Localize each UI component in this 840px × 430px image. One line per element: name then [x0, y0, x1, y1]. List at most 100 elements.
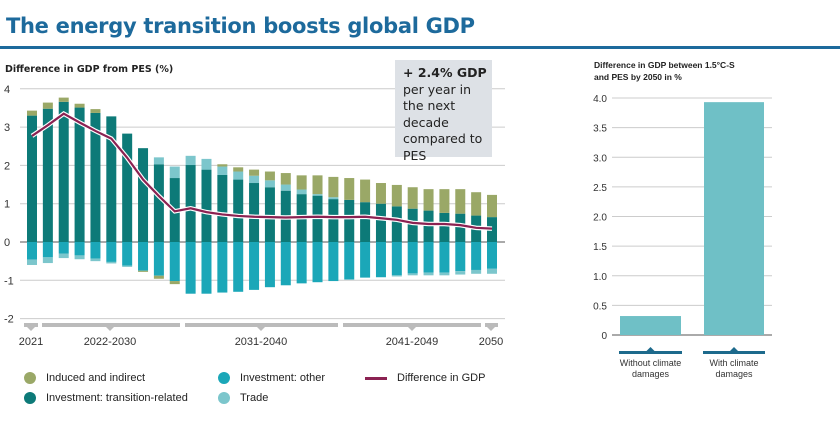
bar-transition-2045 [407, 208, 418, 242]
bar-transition-2048 [455, 213, 466, 242]
bar-investment_other-2049 [471, 242, 482, 270]
bar-induced-2048 [455, 189, 466, 214]
bar-investment_other-2025 [90, 242, 101, 259]
period-bar [24, 323, 38, 327]
period-label: 2031-2040 [235, 336, 288, 348]
bar-investment_other-2041 [344, 242, 355, 280]
bar-induced-2037 [280, 173, 291, 185]
bar-induced-2049 [471, 192, 482, 216]
legend-gdp-line: Difference in GDP [365, 372, 485, 384]
bar-induced-2047 [439, 189, 450, 213]
y-tick-label: -1 [4, 275, 14, 287]
right-chart-title-line1: Difference in GDP between 1.5°C-S [594, 60, 735, 70]
bar-investment_other-2039 [312, 242, 323, 283]
period-marker-icon [27, 327, 35, 331]
period-bar [42, 323, 180, 327]
callout-box: + 2.4% GDP per year in the next decade c… [395, 60, 492, 163]
bar-transition-2034 [233, 179, 244, 242]
bar-induced-2023 [58, 97, 69, 102]
bar-transition-2025 [90, 112, 101, 242]
legend-transition: Investment: transition-related [24, 392, 188, 404]
y-tick-label: 0 [601, 331, 607, 342]
bar-trade-2035 [249, 175, 260, 184]
category-label-line1: Without climate [620, 358, 682, 368]
bar-investment_other-2024 [74, 242, 85, 256]
bar-induced-2036 [264, 171, 275, 181]
period-marker-icon [408, 327, 416, 331]
y-tick-label: 3 [4, 122, 10, 134]
bar-induced-2025 [90, 109, 101, 113]
bar-investment_other-2045 [407, 242, 418, 274]
gdp-difference-line [31, 112, 493, 230]
bar-induced-2030 [169, 281, 180, 285]
bar-transition-2035 [249, 183, 260, 242]
period-bar [485, 323, 498, 327]
left-chart-title: Difference in GDP from PES (%) [5, 64, 173, 75]
bar-trade-2047 [439, 272, 450, 276]
legend-label: Difference in GDP [397, 372, 486, 384]
bar-trade-2024 [74, 255, 85, 260]
bar-investment_other-2030 [169, 242, 180, 282]
y-tick-label: -2 [4, 314, 14, 326]
category-marker-icon [730, 347, 738, 351]
bar-transition-2026 [106, 116, 117, 242]
bar-transition-2043 [375, 203, 386, 242]
legend-investment-other: Investment: other [218, 372, 325, 384]
bar-transition-2022 [42, 108, 53, 242]
bar-investment_other-2027 [122, 242, 133, 266]
bar-transition-2027 [122, 133, 133, 242]
bar-investment_other-2023 [58, 242, 69, 254]
bar-transition-2023 [58, 101, 69, 243]
category-label-line1: With climate [709, 358, 758, 368]
bar-investment_other-2042 [360, 242, 371, 278]
bar-investment_other-2048 [455, 242, 466, 272]
bar-induced-2043 [375, 183, 386, 204]
bar-transition-2044 [391, 206, 402, 242]
bar-transition-2032 [201, 169, 212, 242]
bar-induced-2045 [407, 187, 418, 209]
bar-transition-2029 [153, 164, 164, 242]
y-tick-label: 2.0 [593, 213, 607, 224]
period-marker-icon [257, 327, 265, 331]
legend-label: Trade [240, 392, 269, 404]
bar-investment_other-2037 [280, 242, 291, 286]
bar-induced-2046 [423, 189, 434, 211]
bar-trade-2044 [391, 275, 402, 277]
bar-investment_other-2044 [391, 242, 402, 276]
period-bar [343, 323, 481, 327]
bar-investment_other-2032 [201, 242, 212, 294]
bar-trade-2032 [201, 158, 212, 170]
bar-trade-2029 [153, 157, 164, 165]
bar-induced-2050 [487, 194, 497, 218]
y-tick-label: 1.0 [593, 272, 607, 283]
bar-trade-2031 [185, 155, 196, 166]
bar-transition-2040 [328, 199, 339, 242]
bar-investment_other-2038 [296, 242, 307, 284]
bar-transition-2031 [185, 165, 196, 242]
bar-transition-2041 [344, 199, 355, 242]
callout-text: per year in the next decade compared to … [403, 81, 483, 163]
bar-transition-2036 [264, 187, 275, 242]
bar-trade-2030 [169, 166, 180, 179]
bar-trade-2039 [312, 194, 323, 196]
category-marker-icon [646, 347, 655, 351]
callout-headline: + 2.4% GDP [403, 65, 487, 80]
bar-induced-2029 [153, 275, 164, 279]
y-tick-label: 1.5 [593, 242, 607, 253]
legend-label: Induced and indirect [46, 372, 146, 384]
bar-trade-2038 [296, 189, 307, 195]
bar-investment_other-2029 [153, 242, 164, 276]
bar-investment_other-2028 [138, 242, 149, 271]
bar-induced-2034 [233, 167, 244, 172]
bar-induced-2040 [328, 176, 339, 198]
bar-trade-2037 [280, 184, 291, 191]
period-bar [185, 323, 338, 327]
legend-swatch [218, 372, 230, 384]
period-label: 2022-2030 [84, 336, 137, 348]
y-tick-label: 2.5 [593, 183, 607, 194]
bar-trade-2033 [217, 166, 228, 175]
right-chart-title-line2: and PES by 2050 in % [594, 72, 682, 82]
bar-transition-2042 [360, 202, 371, 242]
legend-swatch [218, 392, 230, 404]
